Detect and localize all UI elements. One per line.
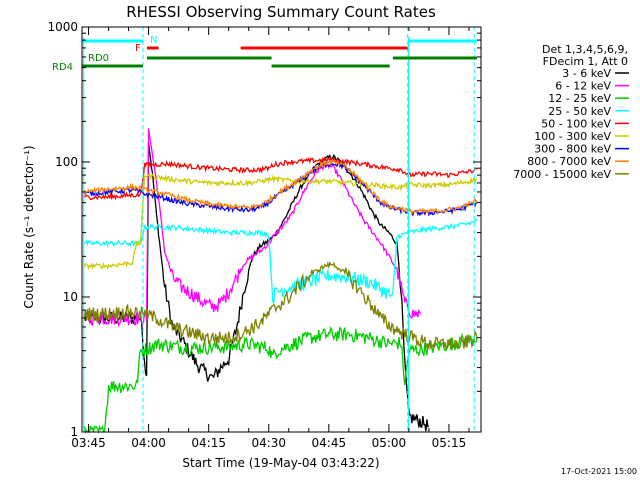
x-tick-label-3: 04:30: [251, 436, 286, 450]
legend-entry-1: 6 - 12 keV: [555, 80, 611, 93]
state-label-rd4: RD4: [52, 62, 73, 73]
y-tick-label-0: 1: [70, 425, 78, 439]
legend-entry-2: 12 - 25 keV: [548, 92, 611, 105]
x-tick-label-6: 05:15: [432, 436, 467, 450]
series-line-1: [83, 128, 422, 328]
series-line-2: [83, 325, 478, 435]
series-layer: [83, 128, 478, 435]
state-label-rd0: RD0: [88, 53, 109, 64]
y-tick-label-3: 1000: [47, 20, 78, 34]
chart-title: RHESSI Observing Summary Count Rates: [126, 3, 436, 21]
legend: Det 1,3,4,5,6,9,FDecim 1, Att 03 - 6 keV…: [513, 43, 629, 181]
legend-entry-0: 3 - 6 keV: [562, 67, 611, 80]
legend-entry-6: 300 - 800 keV: [534, 143, 611, 156]
y-tick-label-1: 10: [63, 290, 78, 304]
legend-entry-3: 25 - 50 keV: [548, 105, 611, 118]
y-tick-label-2: 100: [55, 155, 78, 169]
x-axis-label: Start Time (19-May-04 03:43:22): [182, 456, 379, 470]
legend-entry-7: 800 - 7000 keV: [527, 155, 611, 168]
state-label-n: N: [150, 35, 157, 46]
x-tick-label-0: 03:45: [71, 436, 106, 450]
x-tick-label-2: 04:15: [191, 436, 226, 450]
legend-header-1: FDecim 1, Att 0: [543, 55, 628, 68]
series-line-8: [83, 261, 478, 351]
x-tick-label-4: 04:45: [312, 436, 347, 450]
state-bars-layer: NF RD0 RD4: [52, 27, 477, 432]
x-tick-label-5: 05:00: [372, 436, 407, 450]
legend-header-0: Det 1,3,4,5,6,9,: [542, 43, 628, 56]
x-tick-label-1: 04:00: [131, 436, 166, 450]
series-line-7: [83, 159, 478, 216]
y-axis-label: Count Rate (s⁻¹ detector⁻¹): [22, 145, 36, 308]
footer-date: 17-Oct-2021 15:00: [561, 467, 637, 476]
legend-entry-8: 7000 - 15000 keV: [513, 168, 611, 181]
series-line-3: [84, 217, 478, 304]
series-line-5: [83, 172, 478, 271]
plot-frame: [81, 26, 482, 433]
axes-layer: 1 10 100 1000 03:45 04:00 04:15 04:30 04:45 05:00…: [47, 20, 482, 450]
state-label-f: F: [135, 43, 141, 54]
legend-entry-5: 100 - 300 keV: [534, 130, 611, 143]
series-line-4: [83, 156, 478, 201]
legend-entry-4: 50 - 100 keV: [541, 117, 611, 130]
